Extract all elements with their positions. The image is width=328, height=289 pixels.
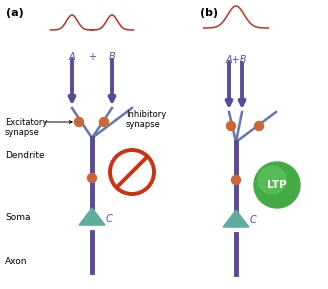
Circle shape [227,121,236,131]
Text: Dendrite: Dendrite [5,151,45,160]
Text: Axon: Axon [5,257,28,266]
Circle shape [255,121,263,131]
Text: (b): (b) [200,8,218,18]
Text: Soma: Soma [5,212,31,221]
Circle shape [88,173,96,182]
Text: Excitatory
synapse: Excitatory synapse [5,118,47,137]
Circle shape [74,118,84,127]
Text: A+B: A+B [225,55,247,65]
Circle shape [258,166,286,194]
Circle shape [232,175,240,184]
Circle shape [99,118,109,127]
Polygon shape [223,210,249,227]
Circle shape [254,162,300,208]
Polygon shape [79,208,105,225]
Text: C: C [250,215,257,225]
Circle shape [110,150,154,194]
Text: A: A [69,52,75,62]
Text: Inhibitory
synapse: Inhibitory synapse [126,110,166,129]
Text: (a): (a) [6,8,24,18]
Text: LTP: LTP [267,180,287,190]
Text: B: B [109,52,115,62]
Text: C: C [106,214,113,224]
Text: +: + [88,52,96,62]
